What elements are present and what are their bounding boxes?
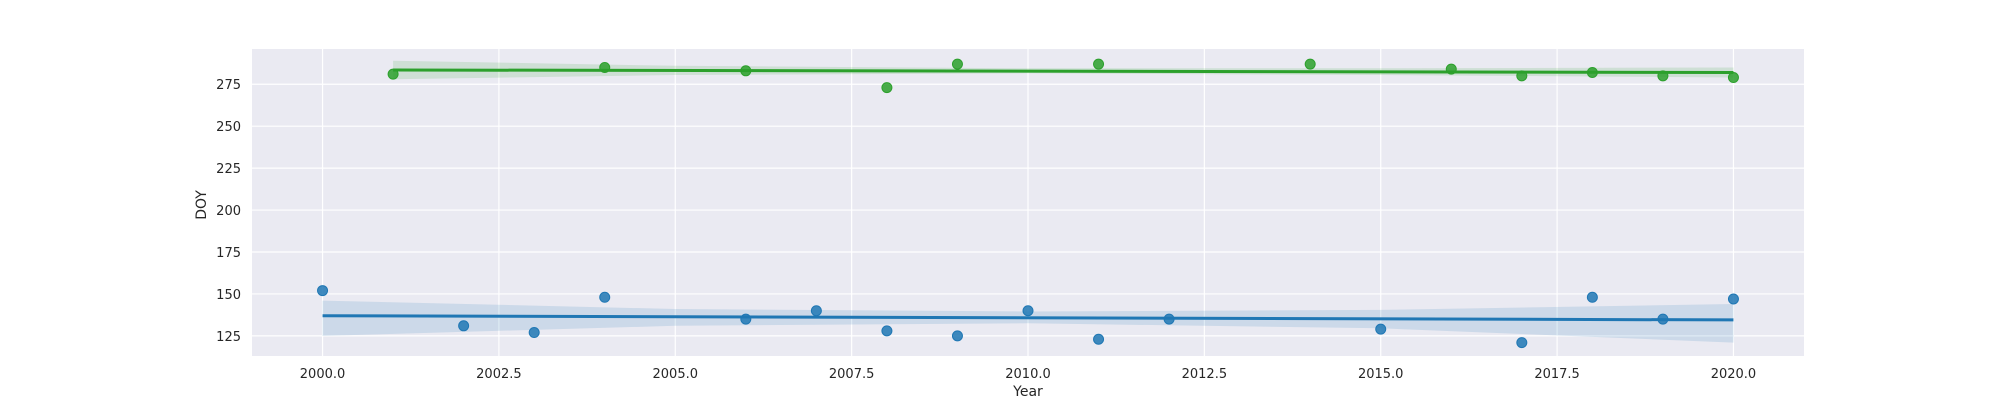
x-axis-label: Year — [1012, 384, 1043, 400]
data-point-series-1 — [1163, 313, 1175, 325]
data-point-series-1 — [810, 305, 822, 317]
data-point-series-1 — [317, 285, 329, 297]
y-axis-label: DOY — [194, 190, 210, 220]
data-point-series-2 — [1727, 72, 1739, 84]
data-point-series-2 — [1657, 70, 1669, 82]
data-point-series-1 — [881, 325, 893, 337]
x-tick-label: 2020.0 — [1711, 367, 1757, 382]
grid — [252, 49, 1804, 356]
x-tick-label: 2015.0 — [1358, 367, 1404, 382]
data-point-series-1 — [1375, 323, 1387, 335]
x-tick-label: 2007.5 — [829, 367, 875, 382]
data-point-series-2 — [1586, 66, 1598, 78]
data-point-series-2 — [1304, 58, 1316, 70]
data-point-series-2 — [599, 61, 611, 73]
scatter-points — [317, 58, 1739, 349]
y-tick-label: 150 — [216, 288, 241, 303]
data-point-series-1 — [740, 313, 752, 325]
x-tick-label: 2000.0 — [300, 367, 346, 382]
x-tick-label: 2002.5 — [476, 367, 522, 382]
y-tick-label: 275 — [216, 78, 241, 93]
data-point-series-1 — [1022, 305, 1034, 317]
trend-line-series-1 — [322, 314, 1734, 322]
data-point-series-1 — [458, 320, 470, 332]
y-tick-label: 200 — [216, 204, 241, 219]
y-tick-labels: 125 150 175 200 225 250 275 — [216, 78, 241, 345]
data-point-series-1 — [1657, 313, 1669, 325]
trend-line-series-2 — [393, 68, 1734, 74]
y-tick-label: 225 — [216, 162, 241, 177]
data-point-series-1 — [599, 291, 611, 303]
y-tick-label: 175 — [216, 246, 241, 261]
data-point-series-2 — [951, 58, 963, 70]
x-tick-labels: 2000.0 2002.5 2005.0 2007.5 2010.0 2012.5 2015… — [300, 367, 1756, 382]
data-point-series-1 — [1586, 291, 1598, 303]
x-tick-label: 2017.5 — [1534, 367, 1580, 382]
data-point-series-1 — [1093, 333, 1105, 345]
data-point-series-2 — [881, 82, 893, 94]
confidence-band-series-1 — [322, 300, 1734, 343]
data-point-series-2 — [1516, 70, 1528, 82]
data-point-series-2 — [1093, 58, 1105, 70]
data-point-series-1 — [1727, 293, 1739, 305]
data-point-series-2 — [387, 68, 399, 80]
x-tick-label: 2005.0 — [653, 367, 699, 382]
data-point-series-1 — [528, 327, 540, 339]
x-tick-label: 2012.5 — [1182, 367, 1228, 382]
y-tick-label: 125 — [216, 330, 241, 345]
data-point-series-2 — [740, 65, 752, 77]
y-tick-label: 250 — [216, 120, 241, 135]
trend-lines — [322, 68, 1734, 322]
x-tick-label: 2010.0 — [1005, 367, 1051, 382]
data-point-series-2 — [1445, 63, 1457, 75]
data-point-series-1 — [951, 330, 963, 342]
data-point-series-1 — [1516, 337, 1528, 349]
